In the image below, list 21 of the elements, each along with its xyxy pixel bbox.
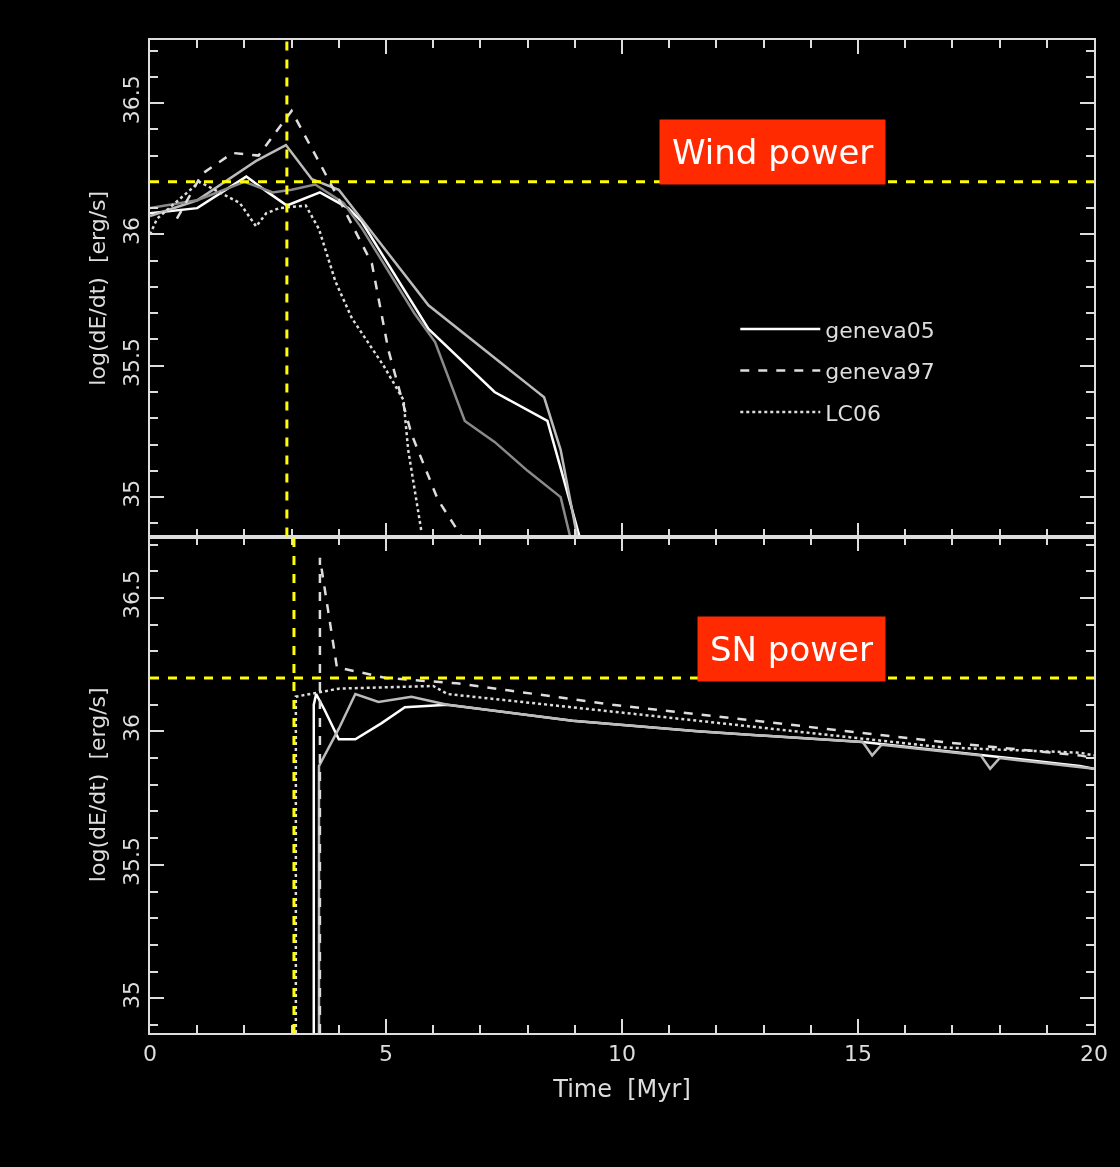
x-tick-label: 10 xyxy=(608,1041,636,1067)
legend-label: LC06 xyxy=(825,400,881,426)
y-tick-label: 35.5 xyxy=(119,837,145,887)
annotation: Wind power xyxy=(672,132,874,172)
y-tick-label: 36.5 xyxy=(119,570,145,620)
x-tick-label: 0 xyxy=(143,1041,157,1067)
y-tick-label: 35.5 xyxy=(119,337,145,387)
x-tick-label: 5 xyxy=(379,1041,393,1067)
legend-label: geneva97 xyxy=(825,359,935,385)
y-axis-title: log(dE/dt) [erg/s] xyxy=(84,190,110,386)
legend-label: geneva05 xyxy=(825,317,935,343)
y-tick-label: 36 xyxy=(119,714,145,743)
annotation: SN power xyxy=(710,629,873,669)
y-tick-label: 35 xyxy=(119,479,145,508)
x-tick-label: 15 xyxy=(844,1041,872,1067)
y-axis-title: log(dE/dt) [erg/s] xyxy=(84,687,110,883)
x-tick-label: 20 xyxy=(1080,1041,1108,1067)
y-tick-label: 36 xyxy=(119,217,145,246)
y-tick-label: 36.5 xyxy=(119,75,145,125)
y-tick-label: 35 xyxy=(119,981,145,1009)
x-axis-title: Time [Myr] xyxy=(552,1075,691,1104)
